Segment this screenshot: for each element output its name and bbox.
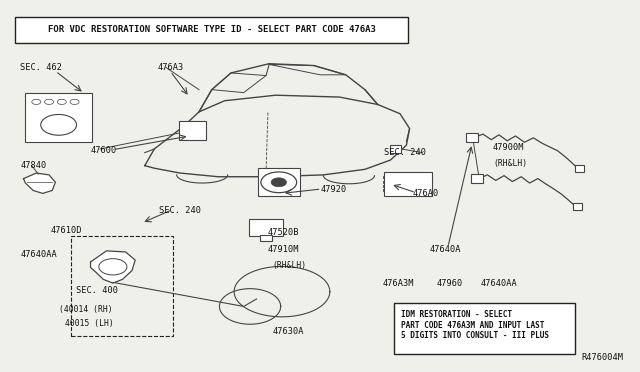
Text: 47630A: 47630A bbox=[273, 327, 304, 336]
FancyBboxPatch shape bbox=[15, 17, 408, 43]
Text: 47840: 47840 bbox=[20, 161, 47, 170]
Bar bbox=[467, 133, 478, 142]
Text: 47640A: 47640A bbox=[430, 244, 461, 253]
Bar bbox=[472, 174, 483, 183]
Text: 47520B: 47520B bbox=[268, 228, 300, 237]
Text: 47640AA: 47640AA bbox=[481, 279, 518, 288]
Text: SEC. 462: SEC. 462 bbox=[20, 63, 62, 72]
Text: 40015 (LH): 40015 (LH) bbox=[65, 320, 114, 328]
Text: 47600: 47600 bbox=[90, 146, 116, 155]
Text: SEC. 400: SEC. 400 bbox=[77, 286, 118, 295]
Bar bbox=[260, 235, 273, 241]
Bar bbox=[25, 93, 92, 141]
Text: R476004M: R476004M bbox=[581, 353, 623, 362]
Text: 47640AA: 47640AA bbox=[20, 250, 57, 259]
Bar bbox=[179, 121, 206, 140]
Bar bbox=[250, 219, 283, 236]
Polygon shape bbox=[24, 173, 56, 193]
Text: SEC. 240: SEC. 240 bbox=[384, 148, 426, 157]
Text: 47910M: 47910M bbox=[268, 244, 300, 253]
Text: 476A0: 476A0 bbox=[413, 189, 439, 198]
Polygon shape bbox=[90, 251, 135, 283]
Text: 47920: 47920 bbox=[320, 185, 346, 194]
FancyBboxPatch shape bbox=[394, 304, 575, 353]
Bar bbox=[385, 172, 432, 196]
Bar bbox=[573, 203, 582, 210]
Bar bbox=[575, 164, 584, 172]
Text: 476A3: 476A3 bbox=[157, 63, 184, 72]
Text: (40014 (RH): (40014 (RH) bbox=[59, 305, 112, 314]
Bar bbox=[390, 145, 401, 153]
Text: (RH&LH): (RH&LH) bbox=[273, 261, 307, 270]
Bar bbox=[258, 169, 300, 196]
Text: 476A3M: 476A3M bbox=[383, 279, 414, 288]
Text: IDM RESTORATION - SELECT
PART CODE 476A3M AND INPUT LAST
5 DIGITS INTO CONSULT -: IDM RESTORATION - SELECT PART CODE 476A3… bbox=[401, 310, 549, 340]
Text: 47960: 47960 bbox=[436, 279, 463, 288]
Text: 47610D: 47610D bbox=[51, 226, 83, 235]
Text: (RH&LH): (RH&LH) bbox=[494, 159, 528, 168]
Text: SEC. 240: SEC. 240 bbox=[159, 206, 202, 215]
Text: FOR VDC RESTORATION SOFTWARE TYPE ID - SELECT PART CODE 476A3: FOR VDC RESTORATION SOFTWARE TYPE ID - S… bbox=[47, 25, 376, 35]
Text: 47900M: 47900M bbox=[493, 142, 524, 151]
Circle shape bbox=[271, 178, 287, 187]
